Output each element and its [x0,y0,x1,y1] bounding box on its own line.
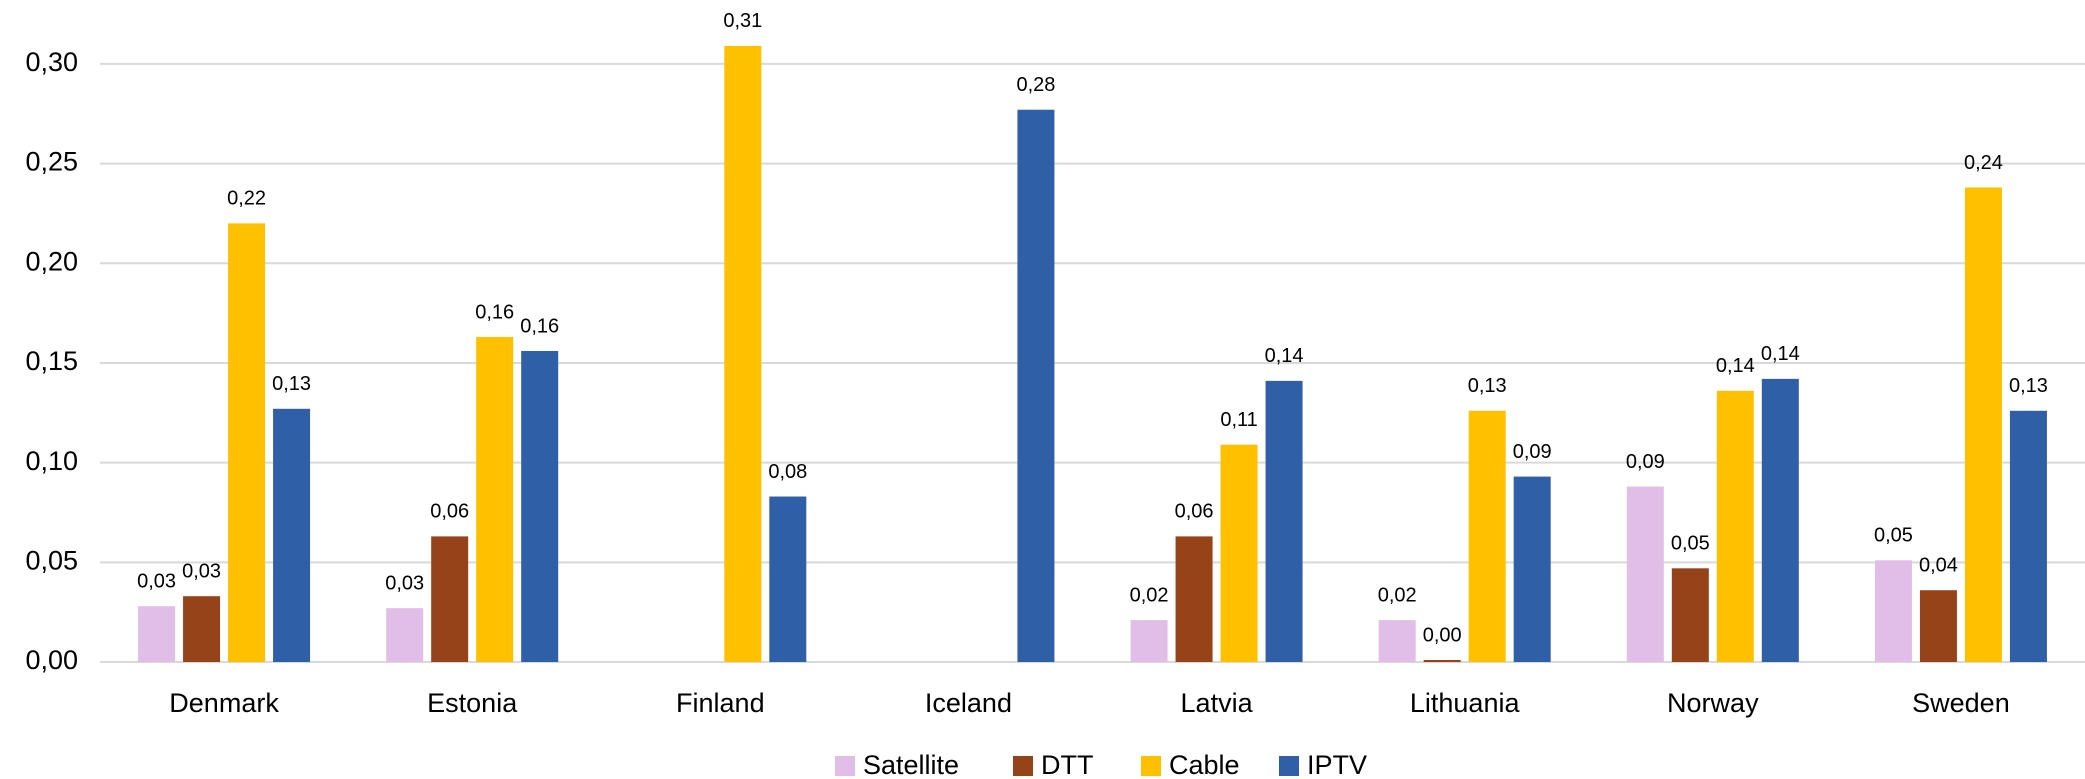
legend-swatch [835,756,855,776]
bar [1671,568,1709,662]
data-label: 0,02 [1130,584,1169,606]
bar [1513,476,1551,662]
data-label: 0,16 [475,301,514,323]
bar [476,337,514,662]
bar [1378,620,1416,662]
bar [1964,187,2002,663]
bar [1017,109,1055,662]
bar [2009,410,2047,662]
bar [1423,660,1461,662]
y-tick-label: 0,00 [25,645,78,675]
bar [1761,378,1799,662]
bar [521,350,559,662]
bar [1919,590,1957,662]
y-tick-label: 0,05 [25,545,78,575]
legend-swatch [1279,756,1299,776]
bar [1130,620,1168,662]
bar [1265,380,1303,662]
data-label: 0,13 [1468,375,1507,397]
x-tick-label: Denmark [169,688,279,718]
data-label: 0,06 [430,501,469,523]
data-label: 0,13 [2009,375,2048,397]
bar [1468,410,1506,662]
data-label: 0,03 [182,560,221,582]
data-label: 0,05 [1671,533,1710,555]
data-label: 0,06 [1175,501,1214,523]
data-label: 0,02 [1378,584,1417,606]
bar [769,496,807,662]
data-label: 0,13 [272,373,311,395]
bar [431,536,469,662]
data-label: 0,03 [137,570,176,592]
legend-label: IPTV [1307,750,1367,779]
y-tick-label: 0,15 [25,346,78,376]
bar [386,608,424,662]
legend-swatch [1141,756,1161,776]
y-tick-label: 0,30 [25,47,78,77]
data-label: 0,31 [723,10,762,32]
data-label: 0,03 [385,572,424,594]
data-label: 0,16 [520,315,559,337]
data-label: 0,14 [1761,343,1800,365]
bar [1220,444,1258,662]
y-tick-label: 0,20 [25,246,78,276]
x-tick-label: Sweden [1912,688,2010,718]
x-tick-label: Lithuania [1410,688,1521,718]
bar [273,408,311,662]
x-tick-label: Iceland [925,688,1012,718]
legend-swatch [1013,756,1033,776]
data-label: 0,28 [1016,74,1055,96]
x-tick-label: Latvia [1181,688,1254,718]
bar [724,45,762,662]
data-label: 0,09 [1626,451,1665,473]
bar [138,606,176,662]
x-tick-label: Estonia [427,688,518,718]
data-label: 0,14 [1716,355,1755,377]
data-label: 0,05 [1874,525,1913,547]
bar [1626,486,1664,662]
bar [228,223,266,662]
x-tick-label: Finland [676,688,765,718]
data-label: 0,14 [1265,345,1304,367]
data-label: 0,04 [1919,555,1958,577]
bar [1874,560,1912,662]
bar [1716,390,1754,662]
bar [183,596,221,662]
legend-label: DTT [1041,750,1093,779]
bar [1175,536,1213,662]
legend-label: Cable [1169,750,1240,779]
data-label: 0,11 [1220,409,1257,431]
data-label: 0,24 [1964,152,2003,174]
data-label: 0,22 [227,188,266,210]
data-label: 0,08 [768,461,807,483]
y-tick-label: 0,10 [25,446,78,476]
x-tick-label: Norway [1667,688,1759,718]
data-label: 0,09 [1513,441,1552,463]
data-label: 0,00 [1423,624,1462,646]
y-tick-label: 0,25 [25,147,78,177]
legend-label: Satellite [863,750,959,779]
